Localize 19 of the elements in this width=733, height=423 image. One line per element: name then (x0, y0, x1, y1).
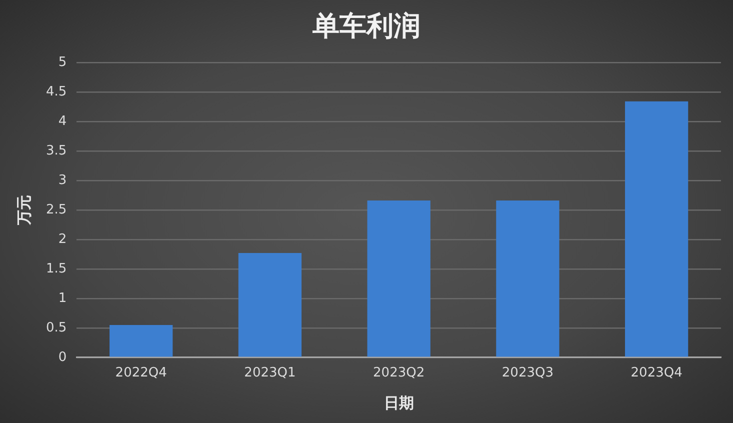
x-tick-label: 2023Q4 (630, 366, 682, 381)
y-tick-label: 0.5 (46, 320, 67, 336)
x-tick-label: 2023Q2 (373, 366, 425, 381)
y-tick-label: 3.5 (46, 143, 67, 158)
chart-title: 单车利润 (312, 11, 420, 42)
y-tick-label: 5 (58, 54, 67, 70)
y-tick-label: 4.5 (46, 84, 67, 100)
y-tick-label: 1 (58, 290, 67, 306)
y-axis-title: 万元 (14, 194, 33, 226)
y-tick-label: 2.5 (46, 202, 67, 218)
x-tick-label: 2022Q4 (115, 366, 167, 381)
x-tick-label: 2023Q3 (502, 366, 554, 381)
x-axis-title: 日期 (384, 394, 414, 412)
y-tick-label: 0 (58, 350, 67, 365)
x-tick-label: 2023Q1 (244, 366, 296, 381)
y-tick-label: 3 (58, 172, 67, 188)
y-tick-label: 2 (58, 232, 67, 247)
y-tick-label: 4 (58, 114, 67, 129)
y-tick-label: 1.5 (46, 261, 67, 276)
